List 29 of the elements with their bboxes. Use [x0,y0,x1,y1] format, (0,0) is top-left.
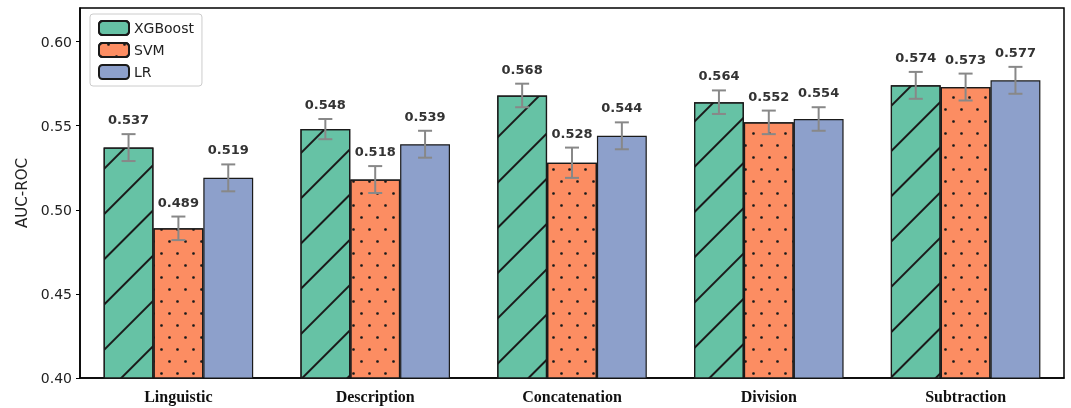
y-tick-label: 0.40 [40,370,72,386]
data-label: 0.574 [895,49,937,65]
y-tick-label: 0.60 [40,33,72,50]
data-label: 0.564 [698,68,740,84]
y-axis-title: AUC-ROC [13,158,32,228]
y-tick-label: 0.45 [40,285,72,302]
data-label: 0.537 [107,112,150,128]
x-tick-label: Description [335,387,415,406]
y-tick-label: 0.55 [40,117,72,134]
legend-label: LR [134,64,152,80]
data-label: 0.573 [945,51,987,67]
data-label: 0.539 [404,108,446,124]
data-label: 0.568 [501,61,543,77]
data-label: 0.528 [551,125,593,141]
x-tick-label: Division [740,387,797,405]
data-label: 0.554 [798,85,840,101]
y-tick-label: 0.50 [40,201,72,218]
legend-label: XGBoost [134,20,195,36]
x-tick-label: Linguistic [144,387,213,406]
data-label: 0.548 [304,97,346,112]
legend-label: SVM [134,42,165,58]
data-label: 0.552 [748,88,790,104]
x-tick-label: Concatenation [522,387,622,405]
x-tick-label: Subtraction [925,387,1007,405]
data-label: 0.519 [207,142,249,158]
data-label: 0.489 [157,194,199,210]
data-label: 0.577 [994,44,1037,60]
data-label: 0.518 [354,144,396,160]
data-label: 0.544 [601,100,643,116]
